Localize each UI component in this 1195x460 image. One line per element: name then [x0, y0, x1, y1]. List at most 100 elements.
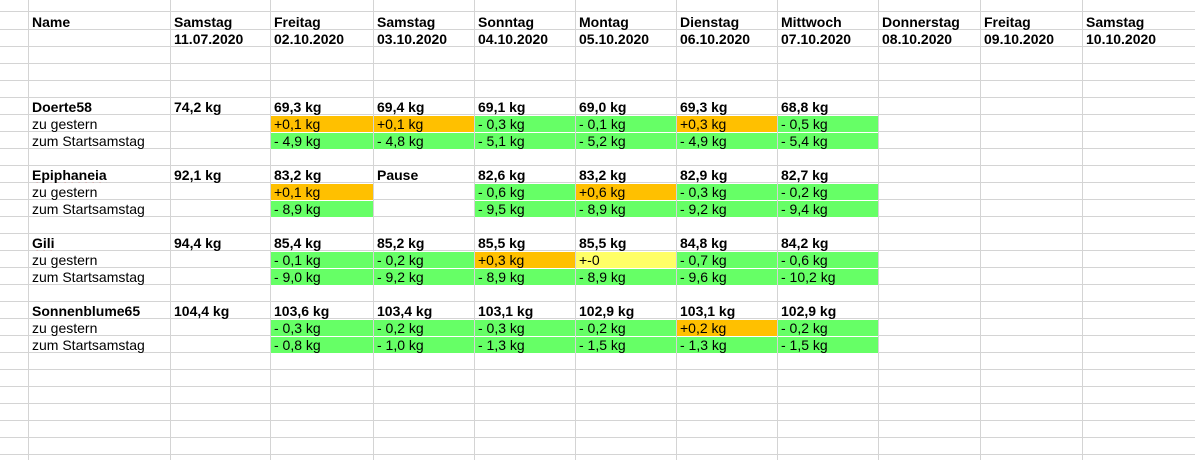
diff-start-cell[interactable]: - 9,2 kg — [677, 201, 777, 217]
weight-cell[interactable]: 82,9 kg — [680, 167, 728, 183]
weight-cell[interactable]: 85,2 kg — [377, 235, 425, 251]
diff-start-cell[interactable]: - 8,9 kg — [576, 201, 676, 217]
diff-yesterday-cell[interactable]: +-0 — [576, 252, 676, 268]
row-label-start[interactable]: zum Startsamstag — [32, 201, 145, 217]
diff-yesterday-cell[interactable]: - 0,6 kg — [475, 184, 575, 200]
diff-yesterday-cell[interactable]: - 0,6 kg — [778, 252, 878, 268]
diff-yesterday-cell[interactable]: - 0,7 kg — [677, 252, 777, 268]
diff-start-cell[interactable]: - 9,5 kg — [475, 201, 575, 217]
diff-start-cell[interactable]: - 8,9 kg — [271, 201, 373, 217]
weight-cell[interactable]: 104,4 kg — [174, 303, 230, 319]
header-date-cell[interactable]: 05.10.2020 — [579, 31, 650, 47]
header-day-cell[interactable]: Freitag — [274, 14, 321, 30]
diff-start-cell[interactable]: - 5,4 kg — [778, 133, 878, 149]
diff-yesterday-cell[interactable]: - 0,3 kg — [677, 184, 777, 200]
weight-cell[interactable]: 103,1 kg — [680, 303, 736, 319]
diff-start-cell[interactable]: - 4,9 kg — [271, 133, 373, 149]
weight-cell[interactable]: 74,2 kg — [174, 99, 222, 115]
header-day-cell[interactable]: Mittwoch — [781, 14, 842, 30]
header-day-cell[interactable]: Samstag — [377, 14, 436, 30]
diff-yesterday-cell[interactable]: - 0,2 kg — [778, 184, 878, 200]
weight-cell[interactable]: 103,1 kg — [478, 303, 534, 319]
diff-yesterday-cell[interactable]: - 0,3 kg — [475, 116, 575, 132]
weight-cell[interactable]: 69,0 kg — [579, 99, 627, 115]
header-date-cell[interactable]: 04.10.2020 — [478, 31, 549, 47]
weight-cell[interactable]: 68,8 kg — [781, 99, 829, 115]
diff-start-cell[interactable]: - 9,2 kg — [374, 269, 474, 285]
diff-yesterday-cell[interactable]: +0,3 kg — [677, 116, 777, 132]
row-label-start[interactable]: zum Startsamstag — [32, 133, 145, 149]
diff-start-cell[interactable]: - 1,3 kg — [677, 337, 777, 353]
diff-yesterday-cell[interactable]: +0,1 kg — [271, 116, 373, 132]
header-day-cell[interactable]: Freitag — [984, 14, 1031, 30]
diff-yesterday-cell[interactable]: - 0,5 kg — [778, 116, 878, 132]
diff-start-cell[interactable]: - 1,5 kg — [778, 337, 878, 353]
diff-start-cell[interactable]: - 0,8 kg — [271, 337, 373, 353]
header-day-cell[interactable]: Sonntag — [478, 14, 534, 30]
header-date-cell[interactable]: 08.10.2020 — [882, 31, 953, 47]
diff-yesterday-cell[interactable]: - 0,2 kg — [576, 320, 676, 336]
diff-start-cell[interactable]: - 8,9 kg — [576, 269, 676, 285]
weight-cell[interactable]: 82,7 kg — [781, 167, 829, 183]
diff-start-cell[interactable]: - 1,3 kg — [475, 337, 575, 353]
header-date-cell[interactable]: 03.10.2020 — [377, 31, 448, 47]
row-label-yesterday[interactable]: zu gestern — [32, 252, 98, 268]
diff-start-cell[interactable]: - 8,9 kg — [475, 269, 575, 285]
diff-yesterday-cell[interactable]: +0,6 kg — [576, 184, 676, 200]
diff-yesterday-cell[interactable]: - 0,2 kg — [374, 320, 474, 336]
row-label-yesterday[interactable]: zu gestern — [32, 116, 98, 132]
row-label-yesterday[interactable]: zu gestern — [32, 184, 98, 200]
diff-start-cell[interactable]: - 9,6 kg — [677, 269, 777, 285]
diff-yesterday-cell[interactable] — [374, 184, 474, 200]
diff-yesterday-cell[interactable]: - 0,1 kg — [271, 252, 373, 268]
header-date-cell[interactable]: 06.10.2020 — [680, 31, 751, 47]
weight-cell[interactable]: 83,2 kg — [579, 167, 627, 183]
diff-start-cell[interactable]: - 10,2 kg — [778, 269, 878, 285]
weight-cell[interactable]: 69,3 kg — [680, 99, 728, 115]
header-day-cell[interactable]: Donnerstag — [882, 14, 960, 30]
diff-yesterday-cell[interactable]: +0,2 kg — [677, 320, 777, 336]
weight-cell[interactable]: 102,9 kg — [781, 303, 837, 319]
diff-start-cell[interactable]: - 1,5 kg — [576, 337, 676, 353]
diff-start-cell[interactable]: - 9,4 kg — [778, 201, 878, 217]
diff-start-cell[interactable]: - 5,1 kg — [475, 133, 575, 149]
weight-cell[interactable]: 103,6 kg — [274, 303, 330, 319]
weight-cell[interactable]: 92,1 kg — [174, 167, 222, 183]
diff-yesterday-cell[interactable]: - 0,1 kg — [576, 116, 676, 132]
person-name-cell[interactable]: Sonnenblume65 — [32, 303, 141, 319]
header-date-cell[interactable]: 02.10.2020 — [274, 31, 345, 47]
diff-yesterday-cell[interactable]: - 0,2 kg — [374, 252, 474, 268]
diff-yesterday-cell[interactable]: +0,1 kg — [374, 116, 474, 132]
weight-cell[interactable]: 84,2 kg — [781, 235, 829, 251]
weight-cell[interactable]: 69,4 kg — [377, 99, 425, 115]
person-name-cell[interactable]: Epiphaneia — [32, 167, 107, 183]
weight-cell[interactable]: 82,6 kg — [478, 167, 526, 183]
diff-yesterday-cell[interactable]: +0,3 kg — [475, 252, 575, 268]
weight-cell[interactable]: 85,5 kg — [579, 235, 627, 251]
header-date-cell[interactable]: 11.07.2020 — [174, 31, 244, 47]
diff-yesterday-cell[interactable]: - 0,3 kg — [475, 320, 575, 336]
weight-cell[interactable]: 69,1 kg — [478, 99, 526, 115]
weight-cell[interactable]: 102,9 kg — [579, 303, 635, 319]
person-name-cell[interactable]: Gili — [32, 235, 55, 251]
diff-start-cell[interactable] — [374, 201, 474, 217]
header-date-cell[interactable]: 10.10.2020 — [1086, 31, 1157, 47]
header-day-cell[interactable]: Samstag — [1086, 14, 1145, 30]
weight-cell[interactable]: 85,5 kg — [478, 235, 526, 251]
diff-start-cell[interactable]: - 4,9 kg — [677, 133, 777, 149]
row-label-start[interactable]: zum Startsamstag — [32, 269, 145, 285]
row-label-start[interactable]: zum Startsamstag — [32, 337, 145, 353]
header-day-cell[interactable]: Samstag — [174, 14, 233, 30]
weight-cell[interactable]: 84,8 kg — [680, 235, 728, 251]
header-day-cell[interactable]: Montag — [579, 14, 629, 30]
weight-cell[interactable]: 94,4 kg — [174, 235, 222, 251]
diff-start-cell[interactable]: - 1,0 kg — [374, 337, 474, 353]
diff-start-cell[interactable]: - 5,2 kg — [576, 133, 676, 149]
header-day-cell[interactable]: Dienstag — [680, 14, 740, 30]
diff-start-cell[interactable]: - 9,0 kg — [271, 269, 373, 285]
weight-cell[interactable]: Pause — [377, 167, 419, 183]
row-label-yesterday[interactable]: zu gestern — [32, 320, 98, 336]
header-date-cell[interactable]: 09.10.2020 — [984, 31, 1055, 47]
weight-cell[interactable]: 85,4 kg — [274, 235, 322, 251]
